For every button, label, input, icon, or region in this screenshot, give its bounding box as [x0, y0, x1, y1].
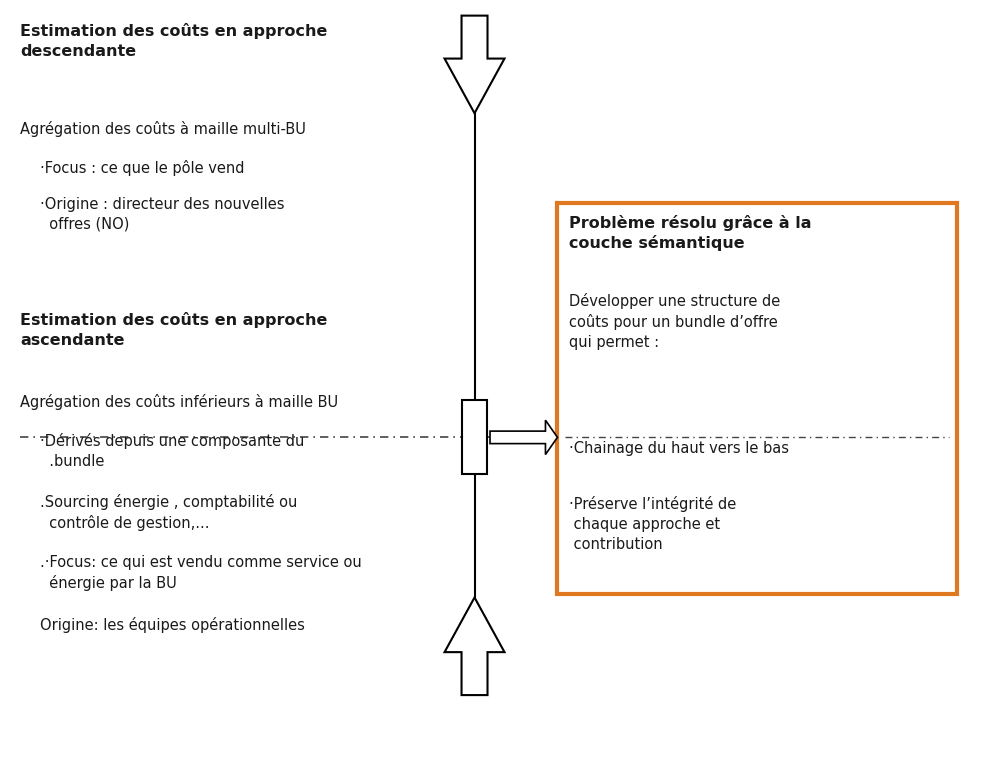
Text: ·Origine : directeur des nouvelles
  offres (NO): ·Origine : directeur des nouvelles offre… — [40, 197, 285, 232]
Text: ·Dérivés depuis une composante du
  .bundle: ·Dérivés depuis une composante du .bundl… — [40, 433, 305, 469]
Text: Développer une structure de
coûts pour un bundle d’offre
qui permet :: Développer une structure de coûts pour u… — [569, 293, 780, 350]
Text: ·Préserve l’intégrité de
 chaque approche et
 contribution: ·Préserve l’intégrité de chaque approche… — [569, 496, 736, 551]
Text: ·Focus : ce que le pôle vend: ·Focus : ce que le pôle vend — [40, 160, 245, 176]
Text: Agrégation des coûts inférieurs à maille BU: Agrégation des coûts inférieurs à maille… — [20, 394, 338, 410]
Text: .·Focus: ce qui est vendu comme service ou
  énergie par la BU: .·Focus: ce qui est vendu comme service … — [40, 555, 362, 590]
Text: Agrégation des coûts à maille multi-BU: Agrégation des coûts à maille multi-BU — [20, 121, 306, 137]
Polygon shape — [490, 420, 557, 455]
Text: .Sourcing énergie , comptabilité ou
  contrôle de gestion,...: .Sourcing énergie , comptabilité ou cont… — [40, 494, 298, 531]
Text: Origine: les équipes opérationnelles: Origine: les équipes opérationnelles — [40, 617, 305, 633]
Text: Estimation des coûts en approche
descendante: Estimation des coûts en approche descend… — [20, 23, 328, 59]
Text: Estimation des coûts en approche
ascendante: Estimation des coûts en approche ascenda… — [20, 312, 328, 348]
Bar — [557, 203, 957, 594]
Text: ·Chainage du haut vers le bas: ·Chainage du haut vers le bas — [569, 441, 789, 456]
Bar — [462, 400, 488, 474]
Polygon shape — [445, 597, 504, 695]
Polygon shape — [445, 16, 504, 113]
Text: Problème résolu grâce à la
couche sémantique: Problème résolu grâce à la couche sémant… — [569, 215, 812, 251]
